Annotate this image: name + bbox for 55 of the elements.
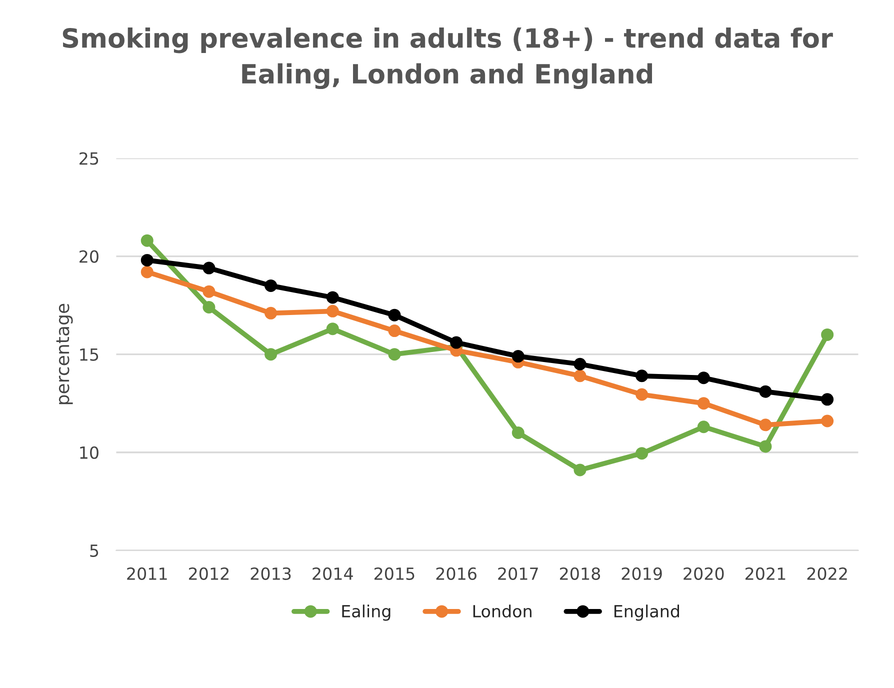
legend-label: Ealing [342, 604, 390, 621]
y-axis-title: percentage [56, 304, 73, 404]
point [512, 350, 524, 363]
point [140, 234, 154, 247]
x-tick-label: 2011 [127, 567, 167, 580]
x-tick-label: 2013 [250, 567, 291, 580]
x-tick-label: 2016 [436, 567, 476, 580]
point [202, 262, 216, 274]
y-tick-label: 10 [80, 446, 98, 459]
point [450, 336, 463, 349]
point [264, 279, 278, 292]
y-tick-label: 15 [80, 348, 98, 361]
point [636, 388, 648, 401]
x-tick-label: 2022 [807, 567, 847, 580]
point [821, 414, 834, 428]
point [264, 348, 278, 361]
y-tick-label: 5 [90, 544, 98, 557]
y-tick-label: 25 [80, 152, 98, 165]
x-tick-label: 2019 [622, 567, 662, 580]
legend-label: England [614, 604, 679, 621]
point [821, 328, 834, 341]
chart-title: Smoking prevalence in adults (18+) - trend data for Ealing, London and England [62, 28, 833, 90]
legend-label: London [473, 604, 532, 618]
point [759, 385, 772, 398]
point [636, 370, 648, 382]
point [574, 370, 586, 382]
point [388, 348, 401, 361]
x-tick-label: 2014 [312, 567, 353, 580]
point [264, 306, 278, 320]
point [326, 322, 339, 336]
point [326, 291, 339, 304]
y-tick-label: 20 [80, 250, 98, 263]
point [202, 285, 216, 298]
x-tick-label: 2017 [498, 567, 538, 580]
point [388, 324, 401, 338]
x-tick-label: 2018 [560, 567, 600, 580]
point [140, 254, 154, 266]
point [697, 397, 710, 410]
point [140, 266, 154, 278]
point [388, 308, 401, 322]
point [759, 440, 772, 453]
point [697, 372, 710, 384]
point [574, 464, 586, 476]
x-tick-label: 2012 [188, 567, 229, 580]
x-tick-label: 2020 [684, 567, 724, 580]
point [512, 426, 524, 439]
point [697, 420, 710, 434]
point [574, 358, 586, 370]
point [821, 393, 834, 406]
point [759, 418, 772, 432]
point [326, 304, 339, 318]
point [202, 301, 216, 314]
x-tick-label: 2021 [746, 567, 786, 580]
point [636, 447, 648, 460]
x-tick-label: 2015 [374, 567, 414, 580]
